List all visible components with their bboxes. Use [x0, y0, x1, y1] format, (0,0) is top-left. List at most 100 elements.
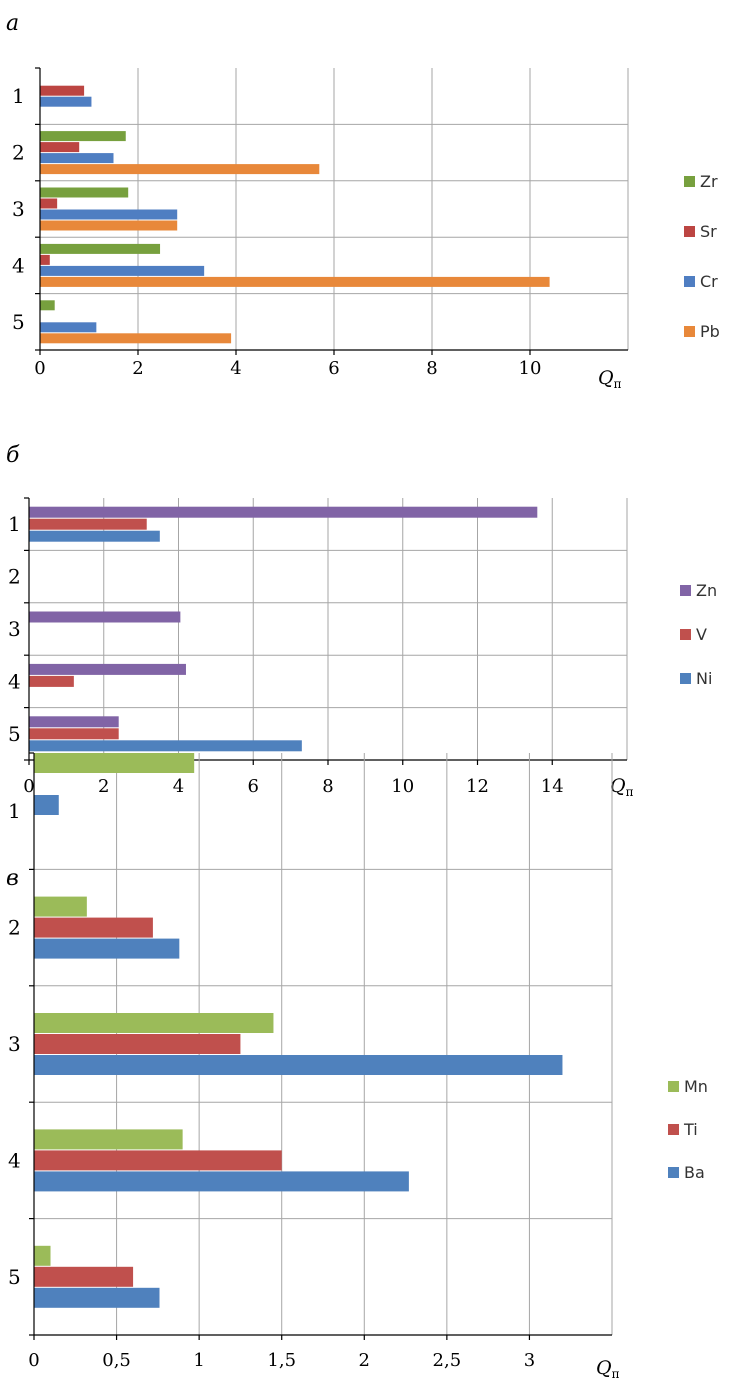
category-label-c-1: 1 — [8, 799, 21, 823]
legend-label-a-pb: Pb — [700, 322, 720, 341]
legend-swatch-b-v — [680, 629, 691, 640]
x-tick-label-c-6: 3 — [524, 1350, 535, 1371]
legend-label-b-v: V — [696, 625, 707, 644]
bar-b-zn-4 — [29, 663, 186, 675]
x-tick-label-a-2: 4 — [230, 358, 241, 379]
x-tick-label-b-0: 0 — [23, 776, 34, 797]
category-label-a-1: 1 — [12, 84, 25, 108]
bar-a-sr-1 — [40, 85, 85, 96]
category-label-b-4: 4 — [8, 669, 21, 693]
bar-c-mn-5 — [34, 1245, 51, 1266]
bar-c-mn-3 — [34, 1013, 274, 1033]
bar-c-mn-4 — [34, 1129, 183, 1150]
bar-a-zr-3 — [40, 187, 129, 198]
x-axis-unit-label-a: Qп — [598, 367, 622, 391]
bar-a-cr-3 — [40, 209, 178, 220]
legend-label-b-zn: Zn — [696, 581, 717, 600]
bar-a-cr-5 — [40, 322, 97, 333]
x-tick-label-a-5: 10 — [519, 358, 542, 379]
chart-panel-a: а 1 2 3 4 5 0 2 4 6 8 10 Zr Sr Cr Pb Qп — [6, 11, 720, 391]
category-label-b-1: 1 — [8, 512, 21, 536]
x-tick-label-b-1: 2 — [98, 776, 109, 797]
bar-a-cr-4 — [40, 265, 205, 276]
bar-b-zn-3 — [29, 611, 181, 623]
bar-c-ba-4 — [34, 1171, 409, 1192]
legend-swatch-c-ba — [668, 1167, 679, 1178]
bar-b-v-4 — [29, 675, 74, 687]
panel-label-a: а — [6, 11, 19, 36]
x-tick-label-b-7: 14 — [541, 776, 564, 797]
x-tick-label-b-4: 8 — [322, 776, 333, 797]
category-label-c-2: 2 — [8, 916, 21, 940]
x-tick-label-b-5: 10 — [391, 776, 414, 797]
x-axis-unit-label-c: Qп — [596, 1357, 620, 1381]
legend-label-c-ba: Ba — [684, 1163, 705, 1182]
x-tick-label-a-4: 8 — [426, 358, 437, 379]
legend-label-a-cr: Cr — [700, 272, 718, 291]
category-label-c-5: 5 — [8, 1265, 21, 1289]
legend-swatch-c-ti — [668, 1124, 679, 1135]
category-label-a-3: 3 — [12, 197, 25, 221]
x-tick-label-c-2: 1 — [193, 1350, 204, 1371]
legend-swatch-a-zr — [684, 176, 695, 187]
bar-a-pb-5 — [40, 333, 232, 344]
x-tick-label-c-3: 1,5 — [267, 1350, 296, 1371]
bar-c-ba-5 — [34, 1287, 160, 1308]
bar-a-sr-3 — [40, 198, 58, 209]
bar-b-zn-5 — [29, 716, 119, 728]
legend-label-c-mn: Mn — [684, 1077, 708, 1096]
bar-a-zr-5 — [40, 300, 55, 311]
legend-swatch-c-mn — [668, 1081, 679, 1092]
x-axis-unit-label-b: Qп — [610, 775, 634, 799]
x-tick-label-c-5: 2,5 — [433, 1350, 462, 1371]
bar-a-pb-3 — [40, 220, 178, 231]
category-label-a-2: 2 — [12, 141, 25, 165]
category-label-b-2: 2 — [8, 565, 21, 589]
category-label-c-4: 4 — [8, 1148, 21, 1172]
category-label-c-3: 3 — [8, 1032, 21, 1056]
bar-c-mn-1 — [34, 753, 195, 773]
bar-b-ni-1 — [29, 530, 160, 542]
legend-swatch-b-zn — [680, 585, 691, 596]
bar-c-ba-2 — [34, 938, 180, 959]
x-tick-label-c-4: 2 — [359, 1350, 370, 1371]
bar-b-v-1 — [29, 518, 147, 530]
bar-c-ti-5 — [34, 1266, 134, 1287]
x-tick-label-b-3: 6 — [248, 776, 259, 797]
bar-b-zn-1 — [29, 506, 538, 518]
bar-c-ti-2 — [34, 917, 153, 938]
bar-a-pb-4 — [40, 276, 550, 287]
bar-a-cr-1 — [40, 96, 92, 107]
bar-c-ba-1 — [34, 795, 59, 815]
bar-a-zr-4 — [40, 243, 161, 254]
panel-label-b: б — [6, 443, 20, 468]
legend-swatch-a-cr — [684, 276, 695, 287]
bar-c-mn-2 — [34, 896, 87, 917]
bar-c-ba-3 — [34, 1055, 563, 1075]
bar-c-ti-3 — [34, 1034, 241, 1054]
category-label-b-3: 3 — [8, 617, 21, 641]
category-label-b-5: 5 — [8, 722, 21, 746]
legend-label-a-sr: Sr — [700, 222, 717, 241]
legend-swatch-a-sr — [684, 226, 695, 237]
bar-a-sr-2 — [40, 142, 80, 153]
bar-b-ni-5 — [29, 740, 302, 752]
x-tick-label-a-1: 2 — [132, 358, 143, 379]
bar-a-cr-2 — [40, 153, 114, 164]
x-tick-label-a-0: 0 — [34, 358, 45, 379]
bar-c-ti-4 — [34, 1150, 282, 1171]
category-label-a-5: 5 — [12, 310, 25, 334]
x-tick-label-c-1: 0,5 — [102, 1350, 131, 1371]
bar-a-sr-4 — [40, 254, 50, 265]
category-label-a-4: 4 — [12, 253, 25, 277]
legend-swatch-b-ni — [680, 673, 691, 684]
x-tick-label-b-2: 4 — [173, 776, 184, 797]
bar-b-v-5 — [29, 728, 119, 740]
legend-label-b-ni: Ni — [696, 669, 712, 688]
legend-label-a-zr: Zr — [700, 172, 718, 191]
panel-label-c: в — [6, 866, 19, 891]
x-tick-label-a-3: 6 — [328, 358, 339, 379]
